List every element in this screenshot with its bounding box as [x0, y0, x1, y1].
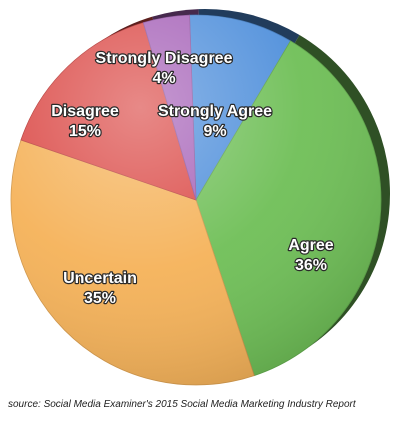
slice-label-disagree: Disagree	[51, 103, 119, 120]
slice-value-agree: 36%	[295, 257, 327, 274]
source-note: source: Social Media Examiner's 2015 Soc…	[8, 399, 356, 410]
slice-value-uncertain: 35%	[84, 290, 116, 307]
pie-labels: Strongly Agree 9% Agree 36% Uncertain 35% Disa…	[50, 49, 335, 308]
slice-label-strongly-disagree: Strongly Disagree	[96, 50, 233, 67]
slice-label-agree: Agree	[288, 237, 333, 254]
slice-value-strongly-disagree: 4%	[152, 70, 175, 87]
slice-value-strongly-agree: 9%	[203, 123, 226, 140]
slice-label-strongly-agree: Strongly Agree	[158, 103, 272, 120]
slice-label-uncertain: Uncertain	[63, 270, 137, 287]
pie-slices	[10, 14, 382, 386]
slice-value-disagree: 15%	[69, 123, 101, 140]
